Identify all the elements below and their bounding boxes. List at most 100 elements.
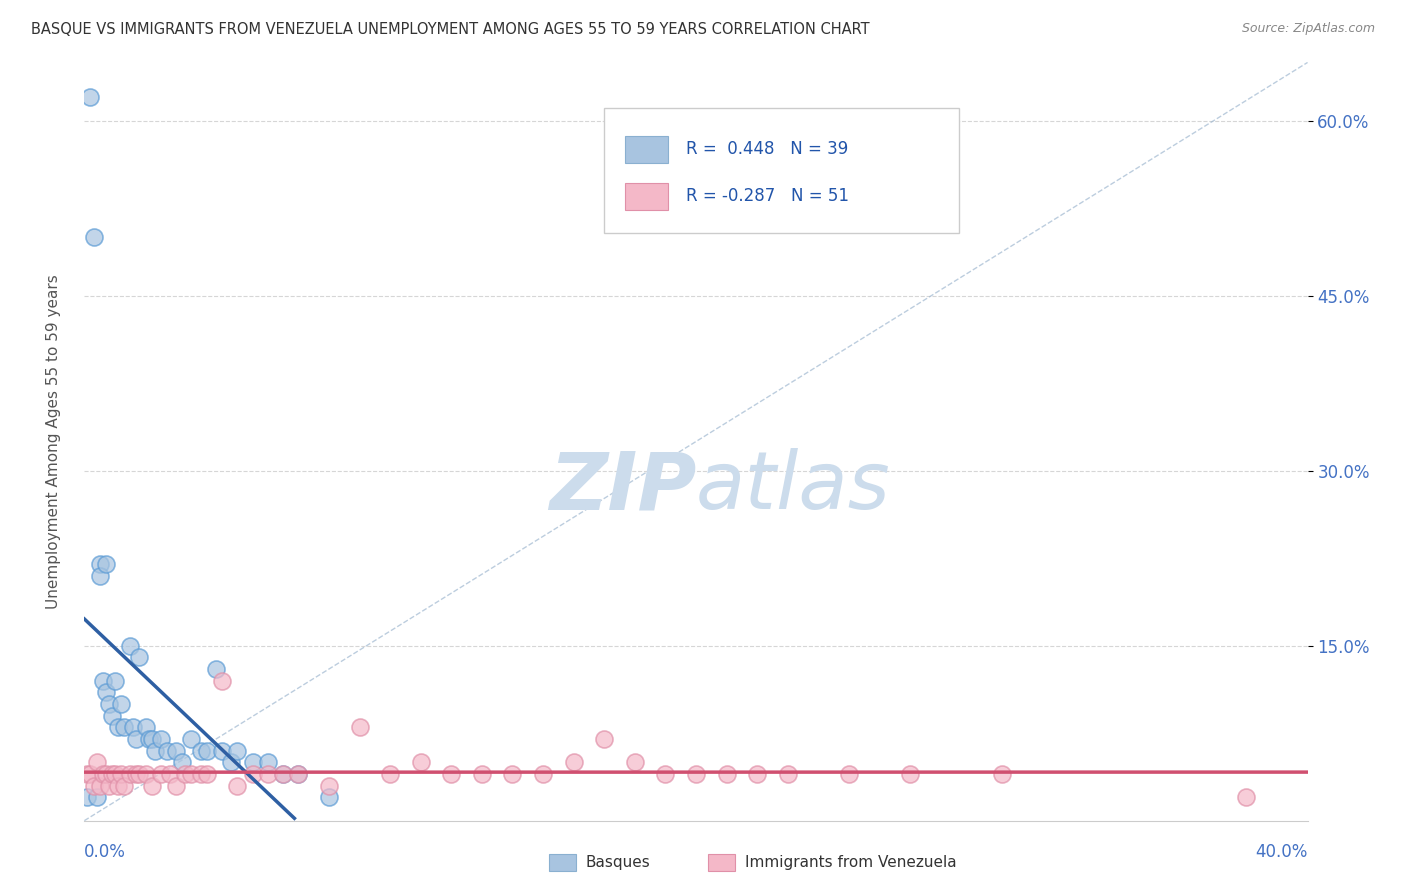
Point	[195, 744, 218, 758]
Point	[128, 650, 150, 665]
Point	[107, 779, 129, 793]
Point	[97, 779, 120, 793]
Point	[107, 720, 129, 734]
Point	[172, 756, 194, 770]
FancyBboxPatch shape	[709, 854, 735, 871]
Point	[471, 767, 494, 781]
Text: atlas: atlas	[696, 448, 891, 526]
Point	[440, 767, 463, 781]
Point	[838, 767, 860, 781]
Point	[562, 756, 585, 770]
Point	[531, 767, 554, 781]
Point	[89, 779, 111, 793]
Text: R = -0.287   N = 51: R = -0.287 N = 51	[686, 187, 849, 205]
Text: Source: ZipAtlas.com: Source: ZipAtlas.com	[1241, 22, 1375, 36]
Point	[195, 767, 218, 781]
Text: BASQUE VS IMMIGRANTS FROM VENEZUELA UNEMPLOYMENT AMONG AGES 55 TO 59 YEARS CORRE: BASQUE VS IMMIGRANTS FROM VENEZUELA UNEM…	[31, 22, 869, 37]
Point	[104, 767, 127, 781]
FancyBboxPatch shape	[550, 854, 576, 871]
Point	[101, 767, 124, 781]
Point	[94, 557, 117, 571]
Point	[211, 744, 233, 758]
Point	[174, 767, 197, 781]
Point	[79, 767, 101, 781]
Point	[257, 767, 280, 781]
Point	[89, 557, 111, 571]
Point	[226, 744, 249, 758]
Point	[135, 720, 157, 734]
Text: Immigrants from Venezuela: Immigrants from Venezuela	[745, 855, 956, 870]
Point	[287, 767, 309, 781]
Point	[141, 731, 163, 746]
Point	[97, 697, 120, 711]
Point	[257, 756, 280, 770]
Point	[79, 90, 101, 104]
Point	[112, 779, 135, 793]
Point	[593, 731, 616, 746]
Point	[156, 744, 179, 758]
Point	[76, 790, 98, 805]
Point	[120, 639, 142, 653]
Point	[112, 720, 135, 734]
Point	[83, 230, 105, 244]
Point	[287, 767, 309, 781]
Point	[125, 767, 148, 781]
Point	[149, 731, 172, 746]
Point	[898, 767, 921, 781]
FancyBboxPatch shape	[626, 183, 668, 210]
Text: Basques: Basques	[586, 855, 651, 870]
Point	[180, 731, 202, 746]
Point	[94, 767, 117, 781]
Point	[776, 767, 799, 781]
Point	[716, 767, 738, 781]
Point	[141, 779, 163, 793]
Point	[138, 731, 160, 746]
Point	[349, 720, 371, 734]
Point	[159, 767, 181, 781]
Text: 40.0%: 40.0%	[1256, 844, 1308, 862]
Point	[83, 779, 105, 793]
Point	[125, 731, 148, 746]
Point	[219, 756, 242, 770]
Point	[101, 708, 124, 723]
Text: 0.0%: 0.0%	[84, 844, 127, 862]
FancyBboxPatch shape	[605, 108, 959, 233]
Point	[91, 767, 114, 781]
Point	[205, 662, 228, 676]
Point	[89, 568, 111, 582]
Point	[149, 767, 172, 781]
Point	[128, 767, 150, 781]
Point	[165, 779, 187, 793]
Point	[624, 756, 647, 770]
Text: ZIP: ZIP	[548, 448, 696, 526]
Point	[991, 767, 1014, 781]
Point	[318, 790, 340, 805]
Point	[747, 767, 769, 781]
FancyBboxPatch shape	[626, 136, 668, 162]
Point	[135, 767, 157, 781]
Point	[122, 720, 145, 734]
Point	[190, 744, 212, 758]
Point	[86, 790, 108, 805]
Point	[1236, 790, 1258, 805]
Text: Unemployment Among Ages 55 to 59 years: Unemployment Among Ages 55 to 59 years	[46, 274, 62, 609]
Point	[502, 767, 524, 781]
Point	[143, 744, 166, 758]
Point	[165, 744, 187, 758]
Point	[271, 767, 294, 781]
Point	[76, 767, 98, 781]
Point	[211, 673, 233, 688]
Point	[318, 779, 340, 793]
Point	[110, 767, 132, 781]
Point	[242, 756, 264, 770]
Point	[654, 767, 676, 781]
Point	[380, 767, 402, 781]
Point	[94, 685, 117, 699]
Point	[242, 767, 264, 781]
Point	[271, 767, 294, 781]
Point	[110, 697, 132, 711]
Point	[190, 767, 212, 781]
Point	[685, 767, 707, 781]
Point	[226, 779, 249, 793]
Point	[180, 767, 202, 781]
